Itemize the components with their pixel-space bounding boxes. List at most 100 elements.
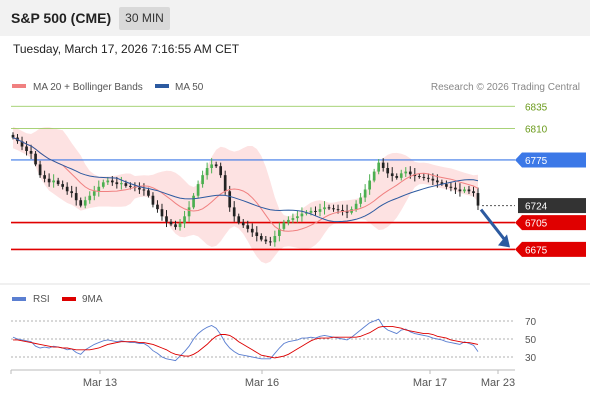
forecast-arrow-shaft [479,208,508,243]
candle-body [241,222,245,226]
current-price-label: 6724 [525,202,548,213]
candle-body [187,207,191,217]
bollinger-band-layer [13,126,478,264]
candle-body [228,191,232,208]
level-label-6810: 6810 [525,125,548,136]
instrument-title: S&P 500 (CME) [11,10,112,26]
ma50-legend-label: MA 50 [175,82,204,93]
candle-body [142,189,146,191]
candle-body [440,182,444,185]
x-tick-label: Mar 17 [413,377,447,389]
level-label-6835: 6835 [525,102,548,113]
ma20-line [12,137,479,232]
ma20-legend-swatch [12,84,26,88]
candle-body [88,195,92,201]
candle-body [101,182,105,187]
candle-body [156,204,159,210]
candle-body [79,200,83,206]
candle-body [106,180,110,183]
ma50-legend-swatch [155,84,169,88]
candle-body [201,175,204,185]
candle-body [129,185,132,187]
x-tick-label: Mar 13 [83,377,117,389]
candle-body [83,200,87,206]
candle-body [151,195,155,205]
candle-body [454,187,457,190]
candle-body [386,168,390,174]
rsi-line [12,318,479,362]
forecast-arrow-layer [479,208,510,248]
rsi-level-label-30: 30 [525,353,537,364]
current-price-tag [518,198,586,214]
candle-body [210,164,213,168]
candle-body [359,197,362,204]
candle-body [74,193,78,201]
x-tick-label: Mar 23 [481,377,515,389]
ma9-legend-swatch [62,297,76,301]
candle-body [183,216,186,224]
bollinger-band [13,126,478,264]
candle-body [377,162,381,172]
candle-body [223,175,227,192]
candle-body [255,232,259,236]
candle-body [287,219,290,223]
candle-body [61,184,65,187]
candle-body [472,191,475,194]
candle-body [445,184,448,187]
candle-body [305,212,308,214]
level-label-6675: 6675 [525,245,548,256]
candle-body [332,208,335,210]
candle-body [214,164,218,167]
ma9-legend-label: 9MA [82,294,103,305]
candle-body [436,180,439,183]
candle-body [390,173,394,177]
chart-header: S&P 500 (CME) 30 MIN [0,0,590,36]
candle-body [237,216,241,223]
candle-body [34,153,37,165]
candle-body [138,187,141,190]
rsi-level-label-50: 50 [525,335,537,346]
candle-body [341,210,344,212]
candle-body [404,171,408,174]
rsi-panel: 70 50 30 [11,317,537,364]
candle-body [160,209,164,217]
candle-body [318,209,322,212]
candle-body [192,195,195,208]
candle-body [431,178,435,181]
level-labels-layer: 6835 6810 6775 6724 6705 6675 [515,102,586,257]
ma50-line [12,137,479,223]
candle-body [169,221,173,225]
candle-body [422,176,426,178]
x-axis-ticks: Mar 13 Mar 16 Mar 17 Mar 23 [10,370,515,389]
rsi-legend-swatch [12,297,26,301]
timestamp: Tuesday, March 17, 2026 7:16:55 AM CET [13,42,240,56]
candle-body [43,175,46,179]
timeframe-badge[interactable]: 30 MIN [119,7,170,30]
candle-body [273,236,277,243]
candle-body [20,141,24,147]
rsi-level-label-70: 70 [525,317,537,328]
candle-body [354,203,358,210]
research-credit: Research © 2026 Trading Central [431,82,580,93]
candle-body [178,223,182,228]
candle-body [205,168,209,176]
candle-body [232,207,236,217]
candle-body [124,183,128,186]
candle-body [264,239,268,242]
candle-body [259,236,263,240]
candle-body [399,173,403,178]
candle-body [47,178,51,183]
candle-body [463,189,466,192]
ma20-legend-label: MA 20 + Bollinger Bands [33,82,143,93]
candle-body [426,177,430,179]
candle-body [219,166,223,176]
candle-body [110,180,114,183]
candle-body [147,190,150,196]
candle-body [408,171,412,175]
candle-body [323,207,326,210]
candle-body [70,191,74,194]
candle-body [363,189,367,198]
candle-body [38,164,42,176]
levels-layer [11,105,515,251]
